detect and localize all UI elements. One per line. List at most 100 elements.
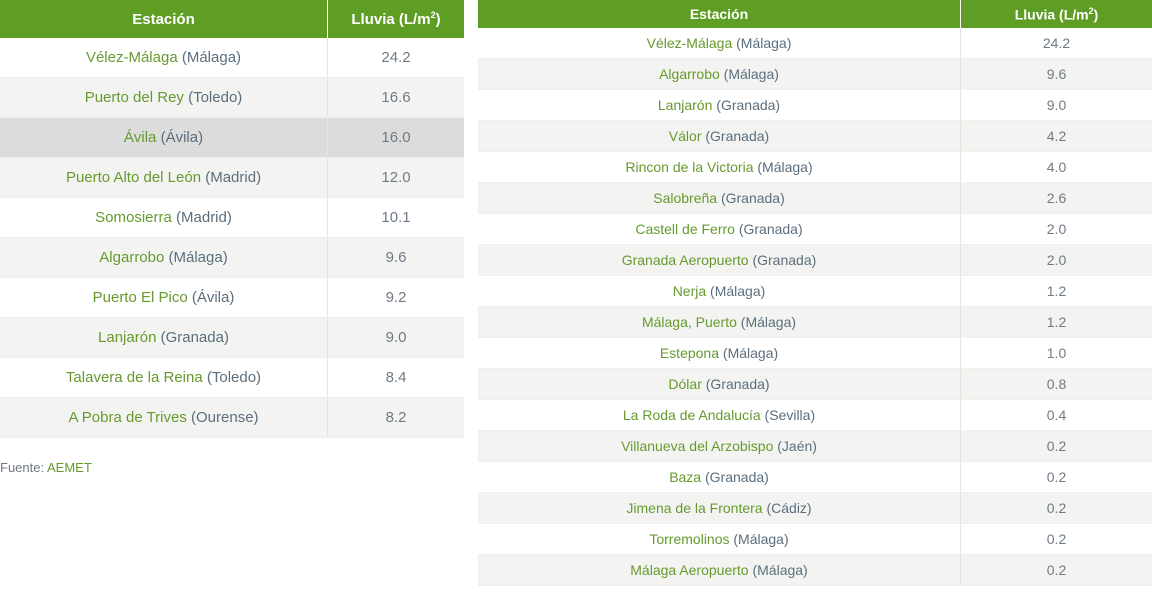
right-table-body: Vélez-Málaga (Málaga) 24.2 Algarrobo (Mála… [478, 28, 1152, 586]
station-name[interactable]: Talavera de la Reina [65, 369, 203, 386]
province-name: (Sevilla) [764, 407, 816, 423]
station-column-header[interactable]: Estación [0, 0, 328, 38]
station-name[interactable]: Salobreña [653, 190, 718, 206]
station-cell: Granada Aeropuerto (Granada) [478, 244, 961, 276]
station-name[interactable]: Nerja [672, 283, 707, 299]
table-row[interactable]: Baza (Granada) 0.2 [478, 461, 1152, 493]
station-cell: Lanjarón (Granada) [0, 317, 328, 358]
station-name[interactable]: Dólar [668, 376, 702, 392]
rain-value: 9.0 [960, 89, 1152, 121]
table-row[interactable]: Puerto El Pico (Ávila) 9.2 [0, 277, 464, 318]
station-name[interactable]: Estepona [659, 345, 720, 361]
station-name[interactable]: Algarrobo [99, 249, 165, 266]
table-row[interactable]: Nerja (Málaga) 1.2 [478, 275, 1152, 307]
station-cell: Castell de Ferro (Granada) [478, 213, 961, 245]
station-name[interactable]: Vélez-Málaga [646, 35, 733, 51]
province-name: (Granada) [720, 190, 785, 206]
station-name[interactable]: Puerto Alto del León [65, 169, 202, 186]
station-name[interactable]: Rincon de la Victoria [625, 159, 754, 175]
province-name: (Toledo) [206, 369, 262, 386]
station-name[interactable]: Málaga Aeropuerto [630, 562, 749, 578]
table-row[interactable]: A Pobra de Trives (Ourense) 8.2 [0, 397, 464, 438]
station-cell: Somosierra (Madrid) [0, 197, 328, 238]
province-name: (Madrid) [205, 169, 262, 186]
table-row[interactable]: Vélez-Málaga (Málaga) 24.2 [0, 38, 464, 78]
table-row[interactable]: Málaga, Puerto (Málaga) 1.2 [478, 306, 1152, 338]
station-name[interactable]: Somosierra [95, 209, 172, 226]
table-row[interactable]: La Roda de Andalucía (Sevilla) 0.4 [478, 399, 1152, 431]
rain-value: 24.2 [960, 28, 1152, 59]
rain-column-header[interactable]: Lluvia (L/m2) [327, 0, 464, 38]
source-note: Fuente: AEMET [0, 460, 92, 475]
rain-value: 0.2 [960, 430, 1152, 462]
station-name[interactable]: Castell de Ferro [635, 221, 735, 237]
station-name[interactable]: Málaga, Puerto [641, 314, 737, 330]
station-column-header[interactable]: Estación [478, 0, 961, 28]
table-row[interactable]: Rincon de la Victoria (Málaga) 4.0 [478, 151, 1152, 183]
province-name: (Málaga) [740, 314, 797, 330]
station-cell: Vélez-Málaga (Málaga) [0, 38, 328, 78]
station-name[interactable]: Torremolinos [649, 531, 730, 547]
station-name[interactable]: Vélez-Málaga [85, 49, 178, 66]
table-row[interactable]: Válor (Granada) 4.2 [478, 120, 1152, 152]
table-row[interactable]: Ávila (Ávila) 16.0 [0, 117, 464, 158]
station-name[interactable]: Villanueva del Arzobispo [621, 438, 774, 454]
rain-value: 10.1 [327, 197, 464, 238]
table-row[interactable]: Dólar (Granada) 0.8 [478, 368, 1152, 400]
station-name[interactable]: Puerto del Rey [84, 89, 184, 106]
station-cell: Lanjarón (Granada) [478, 89, 961, 121]
table-row[interactable]: Somosierra (Madrid) 10.1 [0, 197, 464, 238]
station-name[interactable]: Lanjarón [98, 329, 157, 346]
station-cell: Puerto Alto del León (Madrid) [0, 157, 328, 198]
table-row[interactable]: Málaga Aeropuerto (Málaga) 0.2 [478, 554, 1152, 586]
province-name: (Málaga) [710, 283, 766, 299]
station-cell: Málaga Aeropuerto (Málaga) [478, 554, 961, 586]
station-name[interactable]: Algarrobo [659, 66, 720, 82]
station-name[interactable]: Baza [669, 469, 702, 485]
rain-value: 2.0 [960, 213, 1152, 245]
left-rain-panel: Estación Lluvia (L/m2) Vélez-Málaga (Mál… [0, 0, 464, 475]
station-name[interactable]: La Roda de Andalucía [622, 407, 761, 423]
rain-value: 0.4 [960, 399, 1152, 431]
table-row[interactable]: Puerto del Rey (Toledo) 16.6 [0, 77, 464, 118]
table-row[interactable]: Castell de Ferro (Granada) 2.0 [478, 213, 1152, 245]
table-row[interactable]: Algarrobo (Málaga) 9.6 [0, 237, 464, 278]
table-row[interactable]: Salobreña (Granada) 2.6 [478, 182, 1152, 214]
table-row[interactable]: Jimena de la Frontera (Cádiz) 0.2 [478, 492, 1152, 524]
table-row[interactable]: Lanjarón (Granada) 9.0 [478, 89, 1152, 121]
station-name[interactable]: Ávila [123, 129, 157, 146]
province-name: (Cádiz) [766, 500, 812, 516]
province-name: (Granada) [160, 329, 229, 346]
source-link[interactable]: AEMET [47, 460, 92, 475]
station-cell: Talavera de la Reina (Toledo) [0, 357, 328, 398]
station-cell: Rincon de la Victoria (Málaga) [478, 151, 961, 183]
station-name[interactable]: Jimena de la Frontera [626, 500, 763, 516]
station-cell: Jimena de la Frontera (Cádiz) [478, 492, 961, 524]
rain-value: 2.6 [960, 182, 1152, 214]
province-name: (Granada) [752, 252, 817, 268]
station-name[interactable]: A Pobra de Trives [68, 409, 187, 426]
table-row[interactable]: Vélez-Málaga (Málaga) 24.2 [478, 28, 1152, 59]
table-row[interactable]: Granada Aeropuerto (Granada) 2.0 [478, 244, 1152, 276]
table-row[interactable]: Puerto Alto del León (Madrid) 12.0 [0, 157, 464, 198]
rain-value: 24.2 [327, 38, 464, 78]
station-name[interactable]: Puerto El Pico [92, 289, 188, 306]
rain-value: 8.4 [327, 357, 464, 398]
province-name: (Málaga) [757, 159, 813, 175]
station-name[interactable]: Lanjarón [657, 97, 713, 113]
table-row[interactable]: Villanueva del Arzobispo (Jaén) 0.2 [478, 430, 1152, 462]
table-row[interactable]: Algarrobo (Málaga) 9.6 [478, 58, 1152, 90]
rain-column-header[interactable]: Lluvia (L/m2) [960, 0, 1152, 28]
table-row[interactable]: Estepona (Málaga) 1.0 [478, 337, 1152, 369]
province-name: (Málaga) [752, 562, 808, 578]
table-row[interactable]: Talavera de la Reina (Toledo) 8.4 [0, 357, 464, 398]
rain-value: 16.6 [327, 77, 464, 118]
province-name: (Granada) [705, 469, 769, 485]
station-cell: Villanueva del Arzobispo (Jaén) [478, 430, 961, 462]
table-row[interactable]: Lanjarón (Granada) 9.0 [0, 317, 464, 358]
table-row[interactable]: Torremolinos (Málaga) 0.2 [478, 523, 1152, 555]
rain-value: 9.6 [960, 58, 1152, 90]
station-name[interactable]: Granada Aeropuerto [621, 252, 749, 268]
province-name: (Málaga) [723, 66, 779, 82]
station-name[interactable]: Válor [668, 128, 702, 144]
